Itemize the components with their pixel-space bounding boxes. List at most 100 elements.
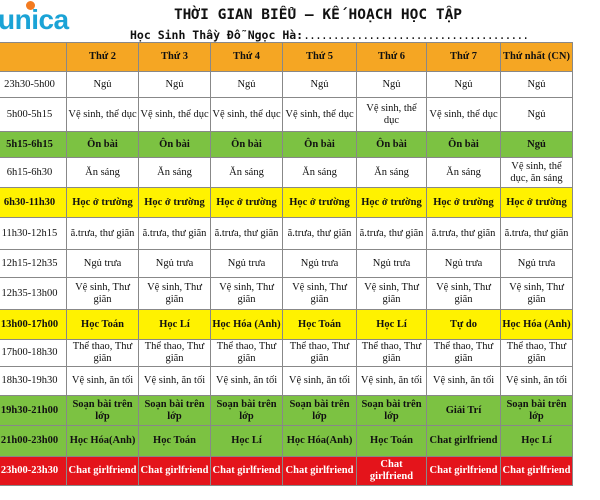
activity-cell: Ăn sáng: [210, 157, 283, 188]
schedule-body: 23h30-5h00 Ngủ Ngủ Ngủ Ngủ Ngủ Ngủ Ngủ 5h00-5h15…: [0, 71, 573, 486]
activity-cell: Học Toán: [138, 425, 211, 457]
table-row: 17h00-18h30 Thể thao, Thư giãn Thể thao, T…: [0, 339, 573, 367]
table-row: 18h30-19h30 Vệ sinh, ăn tối Vệ sinh, ăn tố…: [0, 366, 573, 396]
activity-cell: Giải Trí: [426, 395, 501, 426]
activity-cell: Học ở trường: [500, 187, 573, 218]
activity-cell: Ăn sáng: [356, 157, 427, 188]
activity-cell: ă.trưa, thư giãn: [138, 217, 211, 250]
time-slot-cell: 17h00-18h30: [0, 339, 67, 367]
logo-text: unica: [0, 4, 69, 35]
activity-cell: Ngủ: [500, 131, 573, 158]
activity-cell: ă.trưa, thư giãn: [426, 217, 501, 250]
activity-cell: Vệ sinh, thể dục, ăn sáng: [500, 157, 573, 188]
activity-cell: Thể thao, Thư giãn: [66, 339, 139, 367]
activity-cell: Chat girlfriend: [210, 456, 283, 486]
activity-cell: Vệ sinh, Thư giãn: [356, 277, 427, 310]
activity-cell: Học Lí: [210, 425, 283, 457]
activity-cell: Vệ sinh, Thư giãn: [500, 277, 573, 310]
activity-cell: Ngủ trưa: [282, 249, 357, 278]
activity-cell: Ngủ: [66, 71, 139, 98]
activity-cell: Soạn bài trên lớp: [500, 395, 573, 426]
activity-cell: Vệ sinh, Thư giãn: [282, 277, 357, 310]
activity-cell: Vệ sinh, ăn tối: [356, 366, 427, 396]
activity-cell: Vệ sinh, thể dục: [356, 97, 427, 132]
activity-cell: Học Hóa (Anh): [210, 309, 283, 340]
activity-cell: Tự do: [426, 309, 501, 340]
activity-cell: Học Hóa (Anh): [500, 309, 573, 340]
time-slot-cell: 23h00-23h30: [0, 456, 67, 486]
activity-cell: Học ở trường: [138, 187, 211, 218]
activity-cell: Chat girlfriend: [66, 456, 139, 486]
table-row: 21h00-23h00 Học Hóa(Anh) Học Toán Học Lí Học…: [0, 425, 573, 457]
time-slot-cell: 13h00-17h00: [0, 309, 67, 340]
activity-cell: Thể thao, Thư giãn: [282, 339, 357, 367]
table-row: 13h00-17h00 Học Toán Học Lí Học Hóa (Anh) Họ…: [0, 309, 573, 340]
time-slot-cell: 11h30-12h15: [0, 217, 67, 250]
activity-cell: ă.trưa, thư giãn: [210, 217, 283, 250]
activity-cell: Ăn sáng: [138, 157, 211, 188]
activity-cell: Ôn bài: [66, 131, 139, 158]
activity-cell: Vệ sinh, ăn tối: [426, 366, 501, 396]
activity-cell: Chat girlfriend: [426, 456, 501, 486]
activity-cell: Vệ sinh, thể dục: [66, 97, 139, 132]
time-slot-cell: 12h35-13h00: [0, 277, 67, 310]
activity-cell: Thể thao, Thư giãn: [500, 339, 573, 367]
schedule-table: Thứ 2 Thứ 3 Thứ 4 Thứ 5 Thứ 6 Thứ 7 Thứ nhất (…: [0, 42, 573, 486]
activity-cell: Học ở trường: [356, 187, 427, 218]
activity-cell: Vệ sinh, Thư giãn: [426, 277, 501, 310]
activity-cell: Chat girlfriend: [356, 456, 427, 486]
activity-cell: Chat girlfriend: [500, 456, 573, 486]
activity-cell: Học Lí: [356, 309, 427, 340]
activity-cell: Soạn bài trên lớp: [138, 395, 211, 426]
header-day: Thứ 5: [282, 42, 357, 72]
activity-cell: Vệ sinh, ăn tối: [282, 366, 357, 396]
time-slot-cell: 6h30-11h30: [0, 187, 67, 218]
student-label: Học Sinh Thầy Đỗ Ngọc Hà:: [130, 28, 304, 42]
activity-cell: Ăn sáng: [66, 157, 139, 188]
table-row: 6h30-11h30 Học ở trường Học ở trường Học ở …: [0, 187, 573, 218]
table-row: 23h30-5h00 Ngủ Ngủ Ngủ Ngủ Ngủ Ngủ Ngủ: [0, 71, 573, 98]
header-day: Thứ 7: [426, 42, 501, 72]
header-corner: [0, 42, 67, 72]
activity-cell: Học ở trường: [282, 187, 357, 218]
time-slot-cell: 23h30-5h00: [0, 71, 67, 98]
activity-cell: ă.trưa, thư giãn: [356, 217, 427, 250]
header-day: Thứ 6: [356, 42, 427, 72]
activity-cell: Học ở trường: [426, 187, 501, 218]
activity-cell: Ôn bài: [210, 131, 283, 158]
activity-cell: Học Lí: [500, 425, 573, 457]
activity-cell: Vệ sinh, ăn tối: [500, 366, 573, 396]
activity-cell: Vệ sinh, thể dục: [138, 97, 211, 132]
time-slot-cell: 6h15-6h30: [0, 157, 67, 188]
activity-cell: Chat girlfriend: [282, 456, 357, 486]
table-row: 11h30-12h15 ă.trưa, thư giãn ă.trưa, thư g…: [0, 217, 573, 250]
time-slot-cell: 5h15-6h15: [0, 131, 67, 158]
unica-logo: unica: [0, 1, 69, 36]
header-day: Thứ 2: [66, 42, 139, 72]
time-slot-cell: 19h30-21h00: [0, 395, 67, 426]
activity-cell: Vệ sinh, ăn tối: [138, 366, 211, 396]
activity-cell: Học Hóa(Anh): [282, 425, 357, 457]
table-row: 19h30-21h00 Soạn bài trên lớp Soạn bài trê…: [0, 395, 573, 426]
table-row: 5h15-6h15 Ôn bài Ôn bài Ôn bài Ôn bài Ôn bài Ô…: [0, 131, 573, 158]
activity-cell: Ăn sáng: [426, 157, 501, 188]
activity-cell: Vệ sinh, thể dục: [210, 97, 283, 132]
student-line: Học Sinh Thầy Đỗ Ngọc Hà:...............…: [130, 28, 529, 42]
activity-cell: Ngủ: [138, 71, 211, 98]
activity-cell: Thể thao, Thư giãn: [138, 339, 211, 367]
table-row: 12h35-13h00 Vệ sinh, Thư giãn Vệ sinh, Thư…: [0, 277, 573, 310]
activity-cell: Vệ sinh, ăn tối: [66, 366, 139, 396]
activity-cell: Học Toán: [66, 309, 139, 340]
activity-cell: Ôn bài: [356, 131, 427, 158]
activity-cell: Ngủ: [356, 71, 427, 98]
table-row: 12h15-12h35 Ngủ trưa Ngủ trưa Ngủ trưa Ngủ t…: [0, 249, 573, 278]
activity-cell: Học Lí: [138, 309, 211, 340]
time-slot-cell: 21h00-23h00: [0, 425, 67, 457]
logo-dot-icon: [25, 1, 35, 10]
activity-cell: Học ở trường: [66, 187, 139, 218]
activity-cell: Ngủ: [500, 97, 573, 132]
table-row: 5h00-5h15 Vệ sinh, thể dục Vệ sinh, thể dụ…: [0, 97, 573, 132]
header-row: Thứ 2 Thứ 3 Thứ 4 Thứ 5 Thứ 6 Thứ 7 Thứ nhất (…: [0, 42, 573, 72]
activity-cell: Thể thao, Thư giãn: [210, 339, 283, 367]
activity-cell: Học ở trường: [210, 187, 283, 218]
